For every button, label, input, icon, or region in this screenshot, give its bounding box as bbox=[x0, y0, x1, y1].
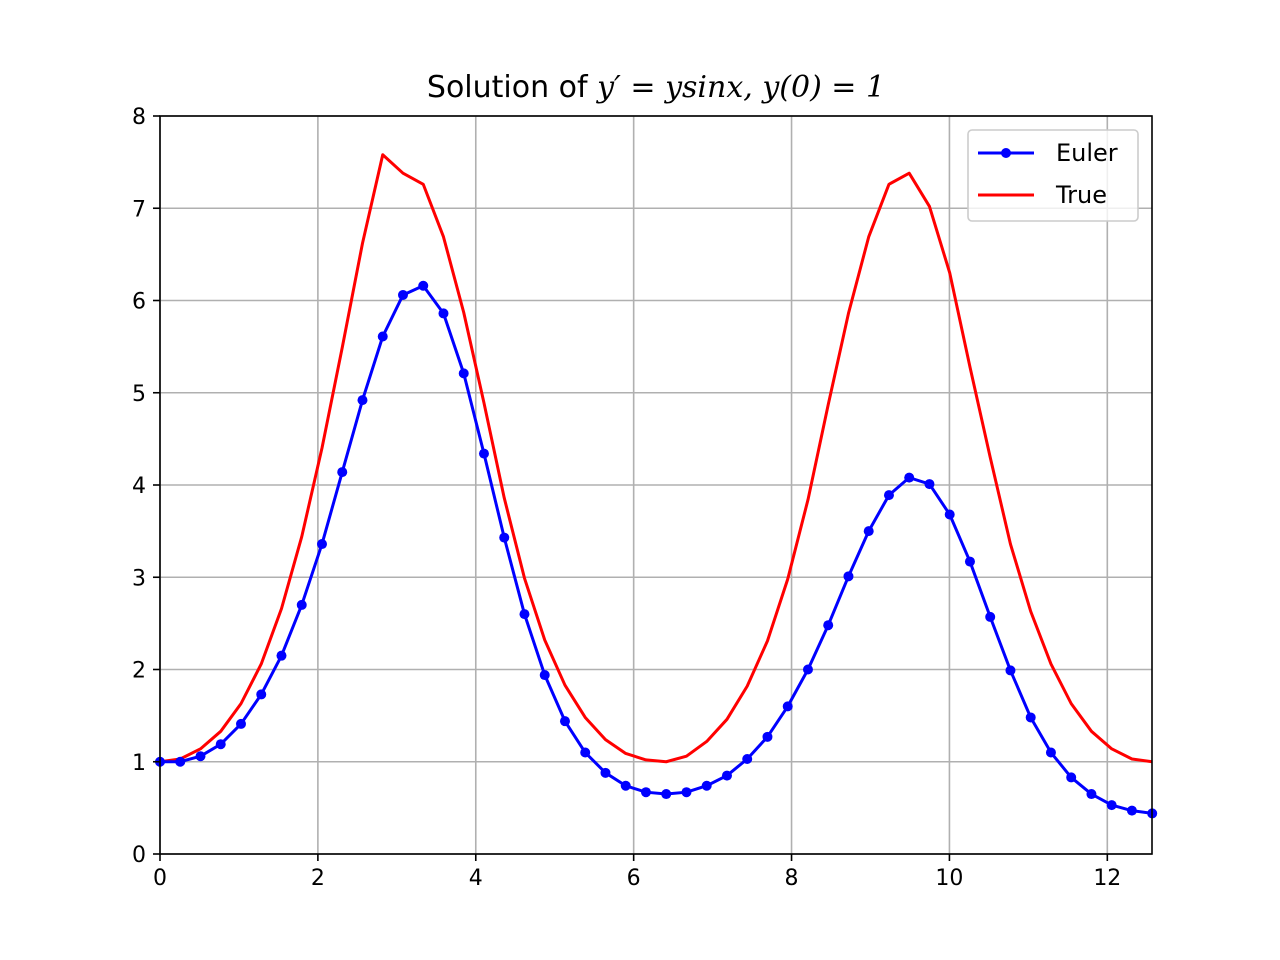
data-point-euler bbox=[681, 787, 692, 798]
legend-label-true: True bbox=[1055, 181, 1107, 209]
data-point-euler bbox=[1045, 747, 1056, 758]
data-point-euler bbox=[195, 751, 206, 762]
chart-title-equation: y′ = ysinx, y(0) = 1 bbox=[595, 70, 885, 105]
data-point-euler bbox=[559, 716, 570, 727]
data-point-euler bbox=[1066, 772, 1077, 783]
y-tick-label: 0 bbox=[132, 843, 146, 868]
data-point-euler bbox=[316, 539, 327, 550]
data-point-euler bbox=[418, 280, 429, 291]
data-point-euler bbox=[539, 670, 550, 681]
data-point-euler bbox=[600, 767, 611, 778]
x-tick-label: 0 bbox=[153, 866, 167, 891]
data-point-euler bbox=[337, 467, 348, 478]
data-point-euler bbox=[175, 756, 186, 767]
legend-label-euler: Euler bbox=[1056, 139, 1118, 167]
y-tick-label: 6 bbox=[132, 290, 146, 315]
data-point-euler bbox=[721, 770, 732, 781]
data-point-euler bbox=[296, 599, 307, 610]
data-point-euler bbox=[499, 532, 510, 543]
data-point-euler bbox=[276, 650, 287, 661]
data-point-euler bbox=[640, 787, 651, 798]
data-point-euler bbox=[1106, 800, 1117, 811]
data-point-euler bbox=[782, 701, 793, 712]
data-point-euler bbox=[742, 753, 753, 764]
y-tick-label: 7 bbox=[132, 197, 146, 222]
data-point-euler bbox=[458, 368, 469, 379]
data-point-euler bbox=[377, 331, 388, 342]
x-tick-label: 2 bbox=[311, 866, 325, 891]
data-point-euler bbox=[438, 308, 449, 319]
data-point-euler bbox=[924, 479, 935, 490]
data-point-euler bbox=[883, 490, 894, 501]
x-tick-label: 4 bbox=[469, 866, 483, 891]
y-tick-label: 1 bbox=[132, 751, 146, 776]
series-line-euler bbox=[160, 284, 1153, 815]
data-point-euler bbox=[823, 620, 834, 631]
chart-title-prefix: Solution of bbox=[427, 70, 597, 105]
y-tick-label: 5 bbox=[132, 382, 146, 407]
data-point-euler bbox=[357, 395, 368, 406]
y-tick-label: 8 bbox=[132, 105, 146, 130]
data-point-euler bbox=[904, 472, 915, 483]
data-point-euler bbox=[397, 289, 408, 300]
data-point-euler bbox=[478, 448, 489, 459]
data-point-euler bbox=[701, 780, 712, 791]
y-tick-label: 4 bbox=[132, 474, 146, 499]
data-point-euler bbox=[762, 731, 773, 742]
data-point-euler bbox=[235, 718, 246, 729]
series-line-true bbox=[159, 153, 1153, 764]
data-point-euler bbox=[519, 609, 530, 620]
series-layer bbox=[155, 153, 1158, 819]
data-point-euler bbox=[256, 689, 267, 700]
chart-title: Solution of y′ = ysinx, y(0) = 1 bbox=[427, 70, 885, 105]
data-point-euler bbox=[964, 556, 975, 567]
y-tick-label: 2 bbox=[132, 659, 146, 684]
x-tick-label: 12 bbox=[1093, 866, 1121, 891]
data-point-euler bbox=[985, 611, 996, 622]
data-point-euler bbox=[944, 509, 955, 520]
data-point-euler bbox=[1086, 789, 1097, 800]
data-point-euler bbox=[1126, 805, 1137, 816]
data-point-euler bbox=[1005, 665, 1016, 676]
data-point-euler bbox=[843, 571, 854, 582]
data-point-euler bbox=[661, 789, 672, 800]
data-point-euler bbox=[863, 526, 874, 537]
x-tick-label: 10 bbox=[935, 866, 963, 891]
data-point-euler bbox=[1025, 712, 1036, 723]
series-euler bbox=[155, 280, 1158, 819]
data-point-euler bbox=[802, 664, 813, 675]
data-point-euler bbox=[215, 739, 226, 750]
data-point-euler bbox=[580, 747, 591, 758]
y-tick-label: 3 bbox=[132, 566, 146, 591]
x-tick-label: 6 bbox=[627, 866, 641, 891]
legend-marker-euler bbox=[1001, 148, 1011, 158]
x-tick-label: 8 bbox=[785, 866, 799, 891]
data-point-euler bbox=[620, 780, 631, 791]
series-true bbox=[159, 153, 1153, 764]
legend: Euler True bbox=[967, 129, 1139, 222]
